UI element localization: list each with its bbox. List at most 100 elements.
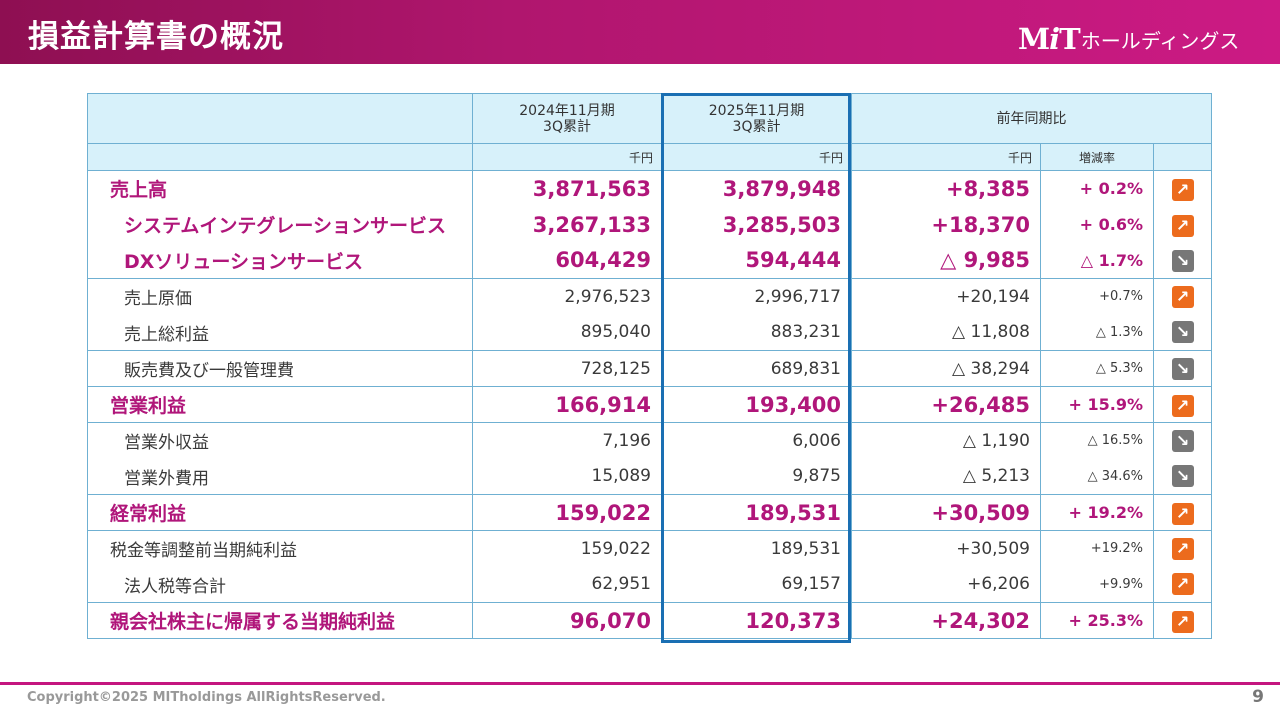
rate-value: △ 34.6% <box>1040 458 1154 495</box>
row-label: DXソリューションサービス <box>87 242 473 279</box>
footer-divider <box>0 682 1280 685</box>
prev-value: 3,871,563 <box>472 170 662 207</box>
prev-value: 159,022 <box>472 494 662 531</box>
arrow-up-right-icon: ↗ <box>1171 502 1194 525</box>
unit-diff: 千円 <box>851 143 1041 171</box>
trend-cell: ↗ <box>1152 386 1213 423</box>
curr-value: 9,875 <box>661 458 852 495</box>
table-row: 売上原価 2,976,523 2,996,717 +20,194 +0.7% ↗ <box>87 278 1213 315</box>
rate-value: + 19.2% <box>1040 494 1154 531</box>
curr-value: 120,373 <box>661 602 852 639</box>
row-label: 営業外収益 <box>87 422 473 459</box>
diff-value: +30,509 <box>851 530 1041 567</box>
rate-value: △ 5.3% <box>1040 350 1154 387</box>
prev-value: 96,070 <box>472 602 662 639</box>
table-row: 営業外費用 15,089 9,875 △ 5,213 △ 34.6% ↘ <box>87 458 1213 495</box>
icon-blank <box>1152 143 1213 171</box>
curr-value: 594,444 <box>661 242 852 279</box>
prev-value: 166,914 <box>472 386 662 423</box>
header-blank <box>87 93 473 144</box>
row-label: 税金等調整前当期純利益 <box>87 530 473 567</box>
diff-value: +8,385 <box>851 170 1041 207</box>
diff-value: △ 5,213 <box>851 458 1041 495</box>
trend-cell: ↗ <box>1152 566 1213 603</box>
arrow-down-right-icon: ↘ <box>1171 357 1194 380</box>
slide-header: 損益計算書の概況 MiTホールディングス <box>0 0 1280 64</box>
trend-cell: ↗ <box>1152 278 1213 315</box>
diff-value: +6,206 <box>851 566 1041 603</box>
rate-value: +0.7% <box>1040 278 1154 315</box>
curr-value: 3,879,948 <box>661 170 852 207</box>
rate-value: △ 16.5% <box>1040 422 1154 459</box>
company-logo: MiTホールディングス <box>1018 22 1239 56</box>
arrow-up-right-icon: ↗ <box>1171 214 1194 237</box>
curr-value: 69,157 <box>661 566 852 603</box>
col-curr-title: 2025年11月期 3Q累計 <box>661 93 852 144</box>
trend-cell: ↘ <box>1152 422 1213 459</box>
prev-value: 895,040 <box>472 314 662 351</box>
trend-cell: ↘ <box>1152 242 1213 279</box>
arrow-up-right-icon: ↗ <box>1171 573 1194 596</box>
prev-value: 62,951 <box>472 566 662 603</box>
trend-cell: ↗ <box>1152 206 1213 243</box>
row-label: 親会社株主に帰属する当期純利益 <box>87 602 473 639</box>
rate-value: +9.9% <box>1040 566 1154 603</box>
arrow-down-right-icon: ↘ <box>1171 321 1194 344</box>
curr-value: 189,531 <box>661 530 852 567</box>
trend-cell: ↘ <box>1152 458 1213 495</box>
table-row: 営業利益 166,914 193,400 +26,485 + 15.9% ↗ <box>87 386 1213 423</box>
curr-value: 189,531 <box>661 494 852 531</box>
arrow-up-right-icon: ↗ <box>1171 285 1194 308</box>
row-label: 営業外費用 <box>87 458 473 495</box>
row-label: システムインテグレーションサービス <box>87 206 473 243</box>
table-header-row: 2024年11月期 3Q累計 2025年11月期 3Q累計 前年同期比 <box>87 93 1213 144</box>
page-title: 損益計算書の概況 <box>28 19 284 55</box>
prev-value: 3,267,133 <box>472 206 662 243</box>
table-row: システムインテグレーションサービス 3,267,133 3,285,503 +18,3… <box>87 206 1213 243</box>
table-unit-row: 千円 千円 千円 増減率 <box>87 143 1213 171</box>
curr-value: 6,006 <box>661 422 852 459</box>
row-label: 売上総利益 <box>87 314 473 351</box>
diff-value: △ 11,808 <box>851 314 1041 351</box>
prev-value: 2,976,523 <box>472 278 662 315</box>
table-row: 営業外収益 7,196 6,006 △ 1,190 △ 16.5% ↘ <box>87 422 1213 459</box>
arrow-down-right-icon: ↘ <box>1171 429 1194 452</box>
curr-value: 2,996,717 <box>661 278 852 315</box>
logo-sub: ホールディングス <box>1080 28 1240 53</box>
diff-value: △ 1,190 <box>851 422 1041 459</box>
diff-value: △ 9,985 <box>851 242 1041 279</box>
rate-title: 増減率 <box>1040 143 1154 171</box>
prev-value: 728,125 <box>472 350 662 387</box>
rate-value: △ 1.7% <box>1040 242 1154 279</box>
diff-value: △ 38,294 <box>851 350 1041 387</box>
rate-value: △ 1.3% <box>1040 314 1154 351</box>
table-row: 販売費及び一般管理費 728,125 689,831 △ 38,294 △ 5.3% ↘ <box>87 350 1213 387</box>
table-row: DXソリューションサービス 604,429 594,444 △ 9,985 △ 1.7%… <box>87 242 1213 279</box>
prev-value: 15,089 <box>472 458 662 495</box>
unit-blank <box>87 143 473 171</box>
table-row: 税金等調整前当期純利益 159,022 189,531 +30,509 +19.2% ↗ <box>87 530 1213 567</box>
arrow-up-right-icon: ↗ <box>1171 178 1194 201</box>
rate-value: + 0.2% <box>1040 170 1154 207</box>
table-row: 親会社株主に帰属する当期純利益 96,070 120,373 +24,302 + 25.… <box>87 602 1213 639</box>
curr-value: 689,831 <box>661 350 852 387</box>
table-row: 経常利益 159,022 189,531 +30,509 + 19.2% ↗ <box>87 494 1213 531</box>
table-body: 売上高 3,871,563 3,879,948 +8,385 + 0.2% ↗ システムイン… <box>87 170 1213 639</box>
table-row: 売上総利益 895,040 883,231 △ 11,808 △ 1.3% ↘ <box>87 314 1213 351</box>
diff-value: +30,509 <box>851 494 1041 531</box>
trend-cell: ↘ <box>1152 350 1213 387</box>
trend-cell: ↗ <box>1152 170 1213 207</box>
curr-value: 883,231 <box>661 314 852 351</box>
table-row: 法人税等合計 62,951 69,157 +6,206 +9.9% ↗ <box>87 566 1213 603</box>
rate-value: + 15.9% <box>1040 386 1154 423</box>
row-label: 経常利益 <box>87 494 473 531</box>
arrow-up-right-icon: ↗ <box>1171 394 1194 417</box>
trend-cell: ↗ <box>1152 494 1213 531</box>
rate-value: +19.2% <box>1040 530 1154 567</box>
trend-cell: ↘ <box>1152 314 1213 351</box>
row-label: 法人税等合計 <box>87 566 473 603</box>
curr-value: 3,285,503 <box>661 206 852 243</box>
prev-value: 604,429 <box>472 242 662 279</box>
page-number: 9 <box>1252 687 1264 707</box>
trend-cell: ↗ <box>1152 530 1213 567</box>
